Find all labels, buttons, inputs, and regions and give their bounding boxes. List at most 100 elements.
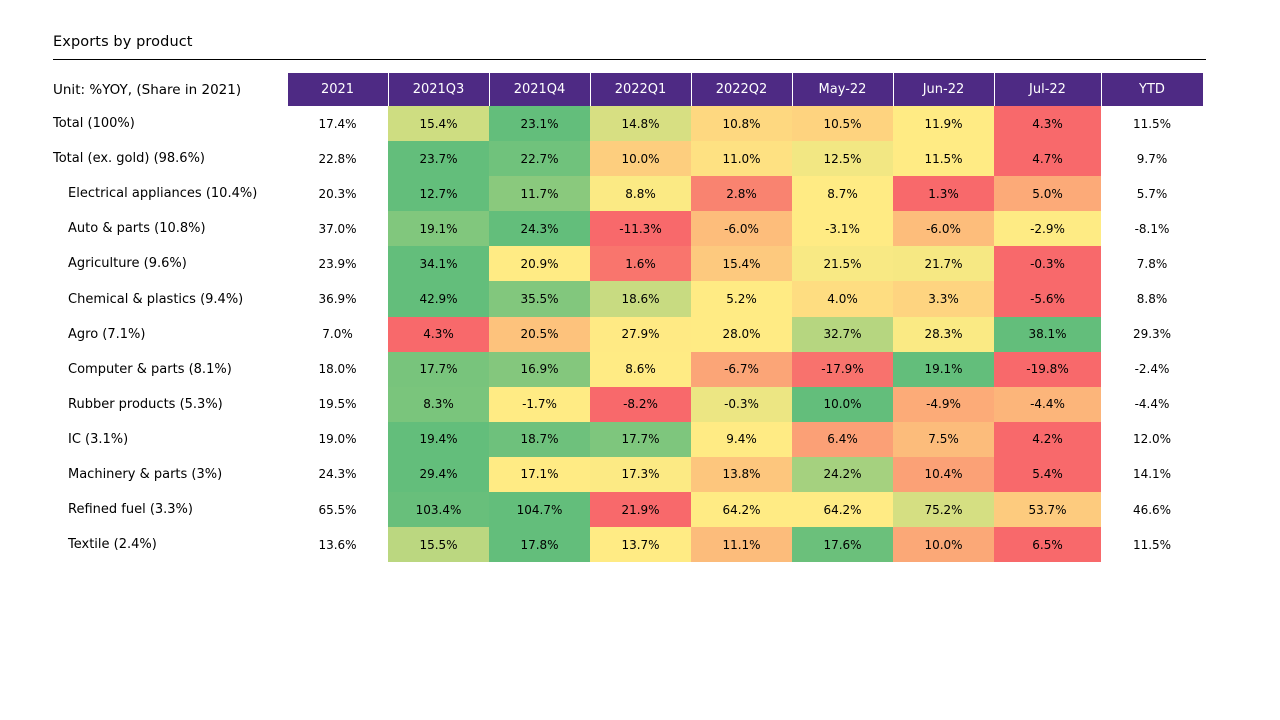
cell-2021q4: 17.8% xyxy=(489,527,590,563)
cell-may-22: 64.2% xyxy=(792,492,893,528)
column-header-2022q2: 2022Q2 xyxy=(690,73,793,106)
title-divider xyxy=(53,59,1206,60)
cell-2022q2: 5.2% xyxy=(691,281,792,317)
cell-may-22: -3.1% xyxy=(792,211,893,247)
table-row: Auto & parts (10.8%) 37.0% 19.1% 24.3% -11.3… xyxy=(53,211,1203,247)
cell-2022q1: 18.6% xyxy=(590,281,691,317)
table-row: Machinery & parts (3%) 24.3% 29.4% 17.1% 17.… xyxy=(53,456,1203,493)
cell-2022q2: 9.4% xyxy=(691,421,792,457)
cell-jun-22: 19.1% xyxy=(893,351,994,387)
cell-2021q4: 23.1% xyxy=(489,106,590,142)
cell-jul-22: -5.6% xyxy=(994,281,1101,317)
row-label: Agriculture (9.6%) xyxy=(68,256,187,272)
column-header-ytd: YTD xyxy=(1100,73,1204,106)
table-row: Textile (2.4%) 13.6% 15.5% 17.8% 13.7% 11.1% 1… xyxy=(53,527,1203,563)
cell-2021q4: 11.7% xyxy=(489,176,590,212)
cell-2021q3: 15.5% xyxy=(388,527,489,563)
cell-2021q3: 29.4% xyxy=(388,456,489,493)
table-body: Total (100%) 17.4% 15.4% 23.1% 14.8% 10.8% 10.… xyxy=(53,106,1203,563)
table-row: Chemical & plastics (9.4%) 36.9% 42.9% 35.5… xyxy=(53,281,1203,317)
cell-jul-22: -4.4% xyxy=(994,386,1101,422)
cell-jul-22: -19.8% xyxy=(994,351,1101,387)
cell-2022q2: -6.7% xyxy=(691,351,792,387)
cell-2021: 18.0% xyxy=(318,362,357,377)
cell-2021: 24.3% xyxy=(318,467,357,482)
cell-2022q2: 11.0% xyxy=(691,141,792,177)
cell-may-22: 8.7% xyxy=(792,176,893,212)
cell-2021q3: 8.3% xyxy=(388,386,489,422)
cell-ytd: 29.3% xyxy=(1132,327,1172,342)
cell-2021q3: 19.4% xyxy=(388,421,489,457)
cell-ytd: 14.1% xyxy=(1132,467,1172,482)
column-header-2021q3: 2021Q3 xyxy=(387,73,490,106)
cell-2022q1: -8.2% xyxy=(590,386,691,422)
cell-2022q1: 17.3% xyxy=(590,456,691,493)
cell-jun-22: 7.5% xyxy=(893,421,994,457)
unit-label: Unit: %YOY, (Share in 2021) xyxy=(53,73,287,106)
row-label: Total (100%) xyxy=(53,116,135,132)
row-label: Total (ex. gold) (98.6%) xyxy=(53,151,206,167)
cell-2022q2: 64.2% xyxy=(691,492,792,528)
cell-jul-22: 4.7% xyxy=(994,141,1101,177)
cell-ytd: 9.7% xyxy=(1136,151,1168,166)
cell-2021q3: 103.4% xyxy=(388,492,489,528)
cell-2021q4: 16.9% xyxy=(489,351,590,387)
cell-jun-22: 21.7% xyxy=(893,246,994,282)
cell-2022q1: 27.9% xyxy=(590,316,691,352)
cell-may-22: 24.2% xyxy=(792,456,893,493)
cell-ytd: -8.1% xyxy=(1134,221,1170,236)
cell-2021q4: 20.5% xyxy=(489,316,590,352)
cell-2022q2: 28.0% xyxy=(691,316,792,352)
cell-2022q1: 13.7% xyxy=(590,527,691,563)
cell-2022q1: 8.6% xyxy=(590,351,691,387)
cell-jun-22: -4.9% xyxy=(893,386,994,422)
cell-2021: 19.5% xyxy=(318,397,357,412)
cell-2021q4: -1.7% xyxy=(489,386,590,422)
cell-jul-22: -0.3% xyxy=(994,246,1101,282)
cell-jun-22: 3.3% xyxy=(893,281,994,317)
cell-2022q2: 2.8% xyxy=(691,176,792,212)
cell-ytd: 8.8% xyxy=(1136,292,1168,307)
cell-ytd: 11.5% xyxy=(1132,116,1172,131)
row-label: Refined fuel (3.3%) xyxy=(68,502,193,518)
cell-may-22: 32.7% xyxy=(792,316,893,352)
cell-jun-22: -6.0% xyxy=(893,211,994,247)
cell-2022q1: 8.8% xyxy=(590,176,691,212)
cell-2021: 23.9% xyxy=(318,256,357,271)
cell-2022q2: 10.8% xyxy=(691,106,792,142)
table-row: IC (3.1%) 19.0% 19.4% 18.7% 17.7% 9.4% 6.4% 7.5… xyxy=(53,421,1203,457)
cell-2021q3: 12.7% xyxy=(388,176,489,212)
column-header-2022q1: 2022Q1 xyxy=(589,73,692,106)
row-label: Computer & parts (8.1%) xyxy=(68,361,232,377)
cell-ytd: 5.7% xyxy=(1136,186,1168,201)
cell-2022q1: -11.3% xyxy=(590,211,691,247)
cell-ytd: 12.0% xyxy=(1132,432,1172,447)
cell-2021q4: 35.5% xyxy=(489,281,590,317)
cell-ytd: 46.6% xyxy=(1132,502,1172,517)
cell-may-22: 10.0% xyxy=(792,386,893,422)
cell-jun-22: 11.9% xyxy=(893,106,994,142)
cell-2022q1: 1.6% xyxy=(590,246,691,282)
cell-2022q2: -0.3% xyxy=(691,386,792,422)
cell-may-22: 17.6% xyxy=(792,527,893,563)
cell-2021: 65.5% xyxy=(318,502,357,517)
cell-2021q4: 17.1% xyxy=(489,456,590,493)
cell-2022q2: 15.4% xyxy=(691,246,792,282)
cell-2021q3: 19.1% xyxy=(388,211,489,247)
cell-jun-22: 28.3% xyxy=(893,316,994,352)
cell-may-22: -17.9% xyxy=(792,351,893,387)
cell-2022q2: 11.1% xyxy=(691,527,792,563)
table-row: Agro (7.1%) 7.0% 4.3% 20.5% 27.9% 28.0% 32.7% 2… xyxy=(53,316,1203,352)
cell-2021q4: 24.3% xyxy=(489,211,590,247)
cell-jul-22: 6.5% xyxy=(994,527,1101,563)
cell-2021q4: 20.9% xyxy=(489,246,590,282)
cell-2022q2: -6.0% xyxy=(691,211,792,247)
cell-jun-22: 11.5% xyxy=(893,141,994,177)
cell-jun-22: 10.0% xyxy=(893,527,994,563)
table-row: Rubber products (5.3%) 19.5% 8.3% -1.7% -8.2… xyxy=(53,386,1203,422)
cell-2022q1: 10.0% xyxy=(590,141,691,177)
cell-ytd: -2.4% xyxy=(1134,362,1170,377)
cell-2022q2: 13.8% xyxy=(691,456,792,493)
cell-2021q4: 22.7% xyxy=(489,141,590,177)
cell-jul-22: -2.9% xyxy=(994,211,1101,247)
